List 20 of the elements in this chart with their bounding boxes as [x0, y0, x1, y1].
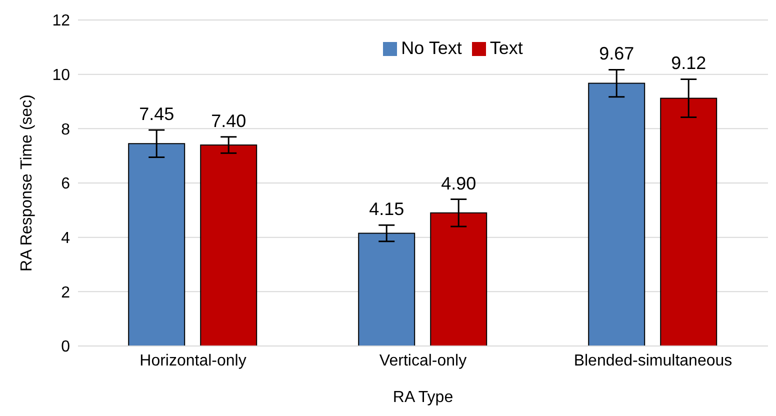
y-tick-label: 12 — [52, 12, 70, 30]
y-tick-label: 0 — [61, 338, 70, 356]
x-tick-label: Vertical-only — [379, 352, 467, 370]
data-label: 9.67 — [599, 44, 634, 64]
data-label: 7.45 — [139, 104, 174, 124]
y-tick-label: 8 — [61, 121, 70, 138]
y-tick-label: 10 — [52, 67, 70, 84]
x-axis-title: RA Type — [392, 389, 454, 406]
y-tick-label: 6 — [61, 176, 70, 193]
legend-label: No Text — [401, 38, 462, 58]
data-label: 9.12 — [671, 53, 706, 74]
x-tick-label: Horizontal-only — [140, 352, 246, 370]
y-tick-label: 2 — [61, 284, 70, 302]
y-axis-title: RA Response Time (sec) — [18, 94, 36, 272]
data-label: 7.40 — [211, 110, 246, 131]
data-label: 4.15 — [369, 199, 404, 220]
data-label: 4.90 — [441, 173, 476, 194]
y-tick-label: 4 — [61, 230, 70, 248]
legend-label: Text — [490, 38, 523, 58]
x-tick-label: Blended-simultaneous — [574, 352, 732, 370]
